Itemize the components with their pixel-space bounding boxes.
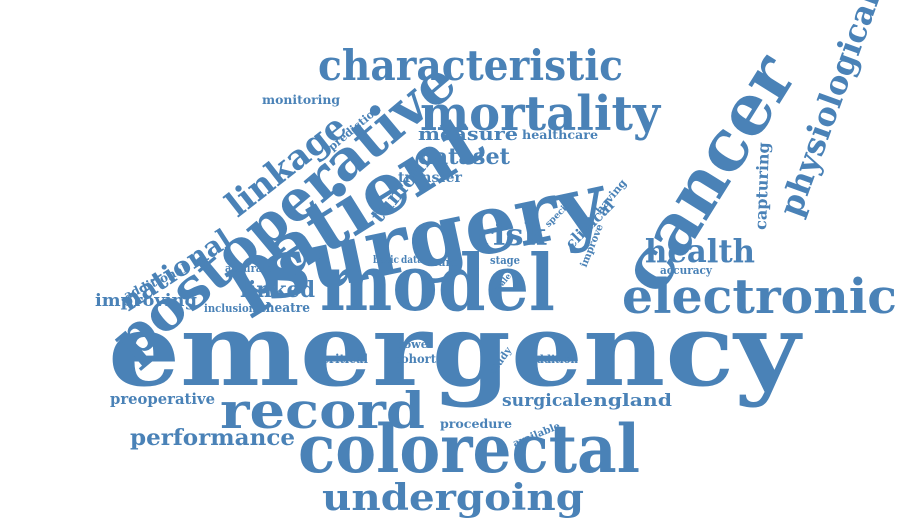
- word-cohort: cohort: [394, 352, 436, 366]
- word-colorectal: colorectal: [298, 410, 640, 488]
- word-undergoing: undergoing: [322, 477, 584, 519]
- word-addition: addition: [530, 353, 578, 366]
- word-england: england: [580, 391, 672, 411]
- word-inclusion: inclusion: [204, 302, 256, 315]
- word-bowel: bowel: [396, 338, 432, 351]
- word-characteristic: characteristic: [318, 41, 623, 90]
- word-theatre: theatre: [260, 301, 310, 316]
- word-electronic: electronic: [622, 269, 897, 325]
- word-transfer: transfer: [398, 170, 463, 186]
- word-emergency: emergency: [108, 291, 803, 409]
- word-basic: basic: [373, 255, 399, 266]
- word-dataset: dataset: [418, 144, 511, 170]
- word-preoperative: preoperative: [110, 390, 215, 408]
- word-data: data: [401, 255, 423, 266]
- word-risk: risk: [476, 218, 547, 253]
- word-accurate: accurate: [225, 262, 273, 275]
- word-mortality: mortality: [420, 86, 662, 142]
- word-capturing: capturing: [751, 142, 773, 230]
- word-performance: performance: [130, 425, 295, 451]
- word-linked: linked: [240, 277, 315, 303]
- word-stage: stage: [490, 254, 520, 267]
- word-record: record: [220, 381, 425, 440]
- word-care: care: [432, 256, 458, 269]
- word-measure: measure: [418, 124, 518, 145]
- word-surgical: surgical: [502, 391, 581, 411]
- word-health: health: [645, 232, 755, 270]
- word-accuracy: accuracy: [660, 264, 713, 277]
- word-procedure: procedure: [440, 417, 512, 431]
- word-critical: critical: [322, 352, 368, 366]
- word-monitoring: monitoring: [262, 93, 341, 107]
- word-improving: improving: [95, 291, 197, 311]
- word-healthcare: healthcare: [522, 128, 598, 142]
- word-model: model: [320, 238, 555, 329]
